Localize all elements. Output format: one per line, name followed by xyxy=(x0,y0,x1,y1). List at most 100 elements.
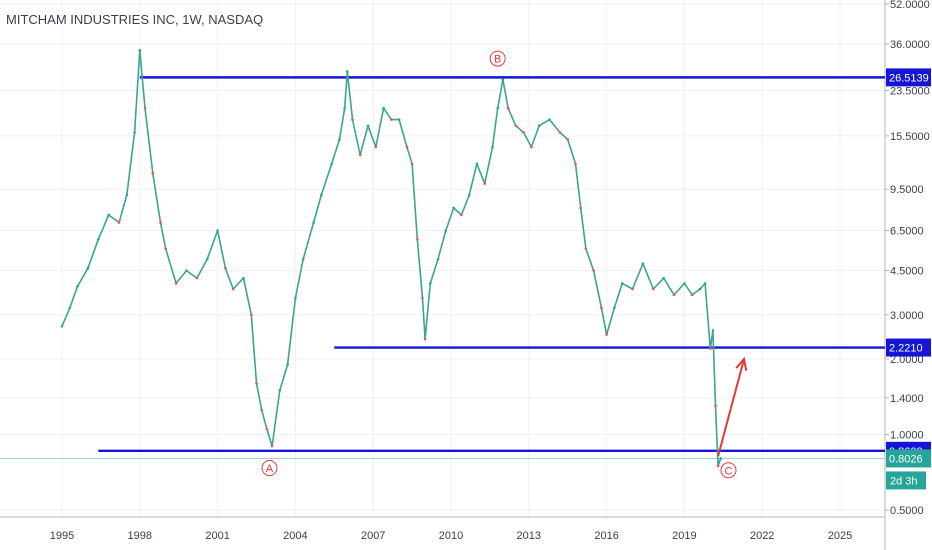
price-point xyxy=(185,269,188,272)
price-point xyxy=(270,444,274,448)
price-point xyxy=(330,162,334,166)
price-series xyxy=(0,48,885,468)
price-point xyxy=(205,257,209,261)
arrow-shaft xyxy=(717,358,746,457)
price-point xyxy=(719,457,723,460)
price-point xyxy=(662,276,665,280)
price-point xyxy=(86,266,90,270)
x-tick-label: 2019 xyxy=(672,530,696,542)
price-point xyxy=(436,257,440,261)
wave-label-circle xyxy=(720,462,737,479)
price-point xyxy=(76,284,79,288)
price-point xyxy=(68,306,72,310)
price-point xyxy=(195,276,199,280)
price-point xyxy=(345,70,349,73)
price-point xyxy=(558,131,562,134)
price-point xyxy=(423,337,427,341)
price-point xyxy=(514,124,518,128)
price-point xyxy=(672,293,676,297)
price-point xyxy=(343,106,346,110)
price-point xyxy=(483,182,487,185)
price-point xyxy=(97,237,100,241)
wave-label-a: A xyxy=(266,463,274,475)
price-point xyxy=(421,296,424,300)
price-point xyxy=(320,193,323,197)
price-point xyxy=(415,237,419,241)
price-tag-label: 26.5139 xyxy=(889,72,929,84)
time-axis: 1995 1998 2001 2004 2007 2010 2013 2016 2019 2022… xyxy=(50,530,852,542)
price-point xyxy=(584,247,588,251)
price-point xyxy=(366,124,370,128)
x-tick-label: 1995 xyxy=(50,530,74,542)
price-point xyxy=(651,287,655,291)
price-point xyxy=(537,124,541,128)
y-tick-label: 9.5000 xyxy=(890,184,924,196)
y-tick-label: 23.5000 xyxy=(890,86,930,98)
price-point xyxy=(548,118,551,121)
price-point xyxy=(151,171,155,175)
countdown-label: 2d 3h xyxy=(890,475,918,487)
price-point xyxy=(496,106,499,110)
price-point xyxy=(579,206,582,210)
x-tick-label: 2001 xyxy=(205,530,229,542)
grid xyxy=(0,0,885,517)
price-point xyxy=(265,427,269,431)
price-point xyxy=(216,229,219,232)
x-tick-label: 2010 xyxy=(439,530,463,542)
price-point xyxy=(641,262,645,265)
price-point xyxy=(138,48,142,52)
price-point xyxy=(605,333,608,336)
price-point xyxy=(143,106,147,110)
price-point xyxy=(620,282,624,285)
price-point xyxy=(501,78,505,81)
price-point xyxy=(301,257,305,261)
price-point xyxy=(278,389,282,392)
price-point xyxy=(390,118,393,121)
wave-label-b: B xyxy=(494,54,501,66)
x-tick-label: 2007 xyxy=(361,530,385,542)
price-point xyxy=(159,221,162,224)
price-point xyxy=(338,138,341,141)
price-point xyxy=(714,404,717,408)
price-point xyxy=(224,266,227,270)
price-point xyxy=(690,293,694,297)
wave-label-circle xyxy=(261,460,278,477)
y-tick-label: 36.0000 xyxy=(890,39,930,51)
price-point xyxy=(506,106,510,110)
countdown-tag xyxy=(886,471,926,490)
y-tick-label: 1.0000 xyxy=(890,429,924,441)
projection-arrow xyxy=(717,356,748,457)
price-point xyxy=(260,408,263,412)
price-point xyxy=(592,269,595,272)
y-tick-label: 3.0000 xyxy=(890,310,924,322)
price-point xyxy=(107,213,110,217)
price-point xyxy=(716,464,720,468)
price-point xyxy=(428,282,432,285)
price-point xyxy=(460,213,463,217)
price-point xyxy=(312,221,315,224)
price-point xyxy=(410,162,414,166)
price-axis: 52.0000 36.0000 23.5000 15.5000 9.5000 6.5000… xyxy=(885,0,930,517)
x-tick-label: 2004 xyxy=(283,530,307,542)
price-tag-label: 2.2210 xyxy=(889,343,923,355)
price-point xyxy=(491,145,494,149)
x-tick-label: 2025 xyxy=(828,530,852,542)
y-tick-label: 0.5000 xyxy=(890,505,924,517)
price-point xyxy=(703,282,707,285)
price-point xyxy=(600,306,603,310)
price-point xyxy=(358,153,362,157)
price-tag xyxy=(886,338,931,357)
y-tick-label: 2.0000 xyxy=(890,354,924,366)
price-point xyxy=(374,145,378,149)
price-point xyxy=(566,138,569,141)
price-point xyxy=(174,282,178,285)
price-line xyxy=(61,49,722,467)
price-point xyxy=(60,324,64,328)
price-point xyxy=(164,247,168,251)
y-tick-label: 52.0000 xyxy=(890,0,930,11)
price-point xyxy=(467,193,471,197)
price-point xyxy=(530,145,533,149)
x-tick-label: 2016 xyxy=(594,530,618,542)
y-tick-label: 4.5000 xyxy=(890,266,924,278)
